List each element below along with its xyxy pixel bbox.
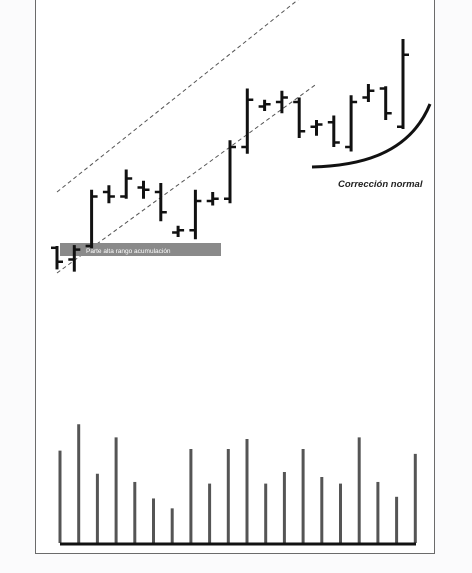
- price-bar: [327, 115, 340, 147]
- correction-curve: Corrección normal: [311, 103, 432, 190]
- price-bar: [189, 189, 202, 240]
- price-bar: [275, 90, 288, 114]
- price-bar: [397, 39, 409, 129]
- channel-upper-line: [56, 0, 299, 193]
- price-bars: [51, 39, 409, 272]
- price-bar: [310, 120, 323, 136]
- channel-lower-line: [56, 83, 317, 274]
- price-bar: [258, 99, 271, 111]
- price-bar: [154, 183, 167, 222]
- channel-lines: [56, 0, 317, 274]
- correction-label: Corrección normal: [338, 179, 423, 190]
- price-bar: [85, 189, 98, 249]
- price-bar: [362, 84, 375, 102]
- correction-curve-path: [311, 103, 432, 169]
- accumulation-zone-label: Parte alta rango acumulación: [86, 248, 171, 255]
- price-bar: [224, 140, 236, 204]
- price-bar: [51, 246, 63, 270]
- price-bar: [137, 180, 150, 199]
- price-bar: [379, 86, 392, 120]
- price-bar: [206, 192, 219, 206]
- accumulation-zone: Parte alta rango acumulación: [60, 243, 221, 256]
- price-bar: [241, 88, 254, 154]
- volume-bars: [58, 424, 417, 543]
- price-bar: [102, 185, 115, 204]
- price-bar: [345, 95, 358, 152]
- price-bar: [293, 97, 306, 138]
- accumulation-zone-band: [60, 243, 221, 256]
- price-bar: [68, 245, 81, 272]
- price-bar: [172, 225, 185, 237]
- price-bar: [120, 169, 133, 199]
